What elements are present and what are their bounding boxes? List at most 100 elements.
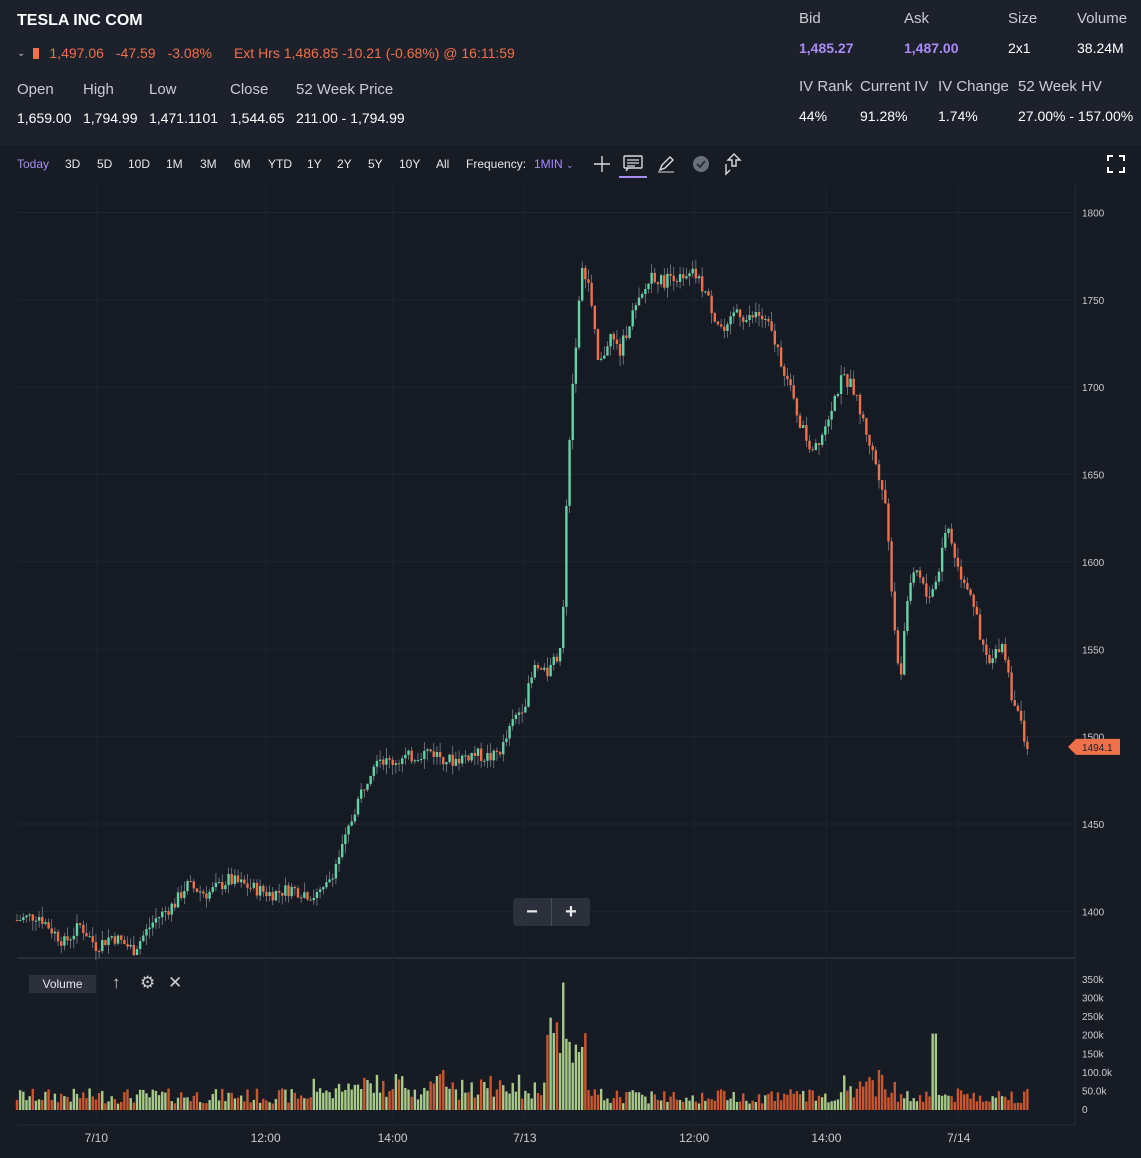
range-all[interactable]: All (436, 157, 450, 171)
range-10d[interactable]: 10D (128, 157, 151, 171)
candle-body (170, 903, 173, 915)
range-1m[interactable]: 1M (166, 157, 183, 171)
candle-body (151, 922, 154, 928)
price-change-pct: -3.08% (167, 45, 212, 61)
range-5y[interactable]: 5Y (368, 157, 383, 171)
candle-body (75, 923, 79, 936)
volume-bar (656, 1099, 660, 1110)
volume-bar (170, 1101, 173, 1110)
volume-bar (748, 1103, 751, 1110)
gear-icon[interactable]: ⚙ (140, 973, 156, 992)
volume-bar (429, 1081, 432, 1110)
candle-body (622, 335, 625, 356)
range-ytd[interactable]: YTD (268, 157, 292, 171)
candle-body (754, 312, 758, 318)
candle-body (353, 814, 357, 822)
range-10y[interactable]: 10Y (399, 157, 421, 171)
checkmark-circle-icon[interactable] (687, 150, 715, 178)
candle-body (899, 663, 903, 675)
candle-body (950, 528, 953, 544)
range-5d[interactable]: 5D (97, 157, 113, 171)
volume-bar (950, 1096, 953, 1110)
volume-tick-label: 50.0k (1082, 1086, 1107, 1097)
candle-body (590, 282, 593, 306)
volume-bar (558, 1053, 562, 1110)
volume-bar (296, 1098, 300, 1110)
range-6m[interactable]: 6M (234, 157, 251, 171)
candle-body (78, 923, 82, 925)
candle-body (546, 667, 549, 677)
volume-bar (830, 1101, 833, 1110)
range-3d[interactable]: 3D (65, 157, 81, 171)
ask-value[interactable]: 1,487.00 (904, 40, 959, 56)
volume-bar (135, 1094, 139, 1110)
quote-row: ⌄ 1,497.06 -47.59 -3.08% Ext Hrs 1,486.8… (17, 45, 527, 61)
candle-body (647, 283, 650, 290)
volume-bar (467, 1092, 470, 1110)
volume-bar (208, 1100, 211, 1110)
candle-body (612, 333, 615, 340)
candle-body (211, 887, 214, 892)
candle-body (135, 949, 139, 956)
candle-body (609, 333, 612, 347)
volume-bar (265, 1100, 268, 1110)
volume-bar (795, 1091, 799, 1110)
price-change: -47.59 (115, 45, 156, 61)
volume-bar (811, 1090, 814, 1110)
candle-body (543, 667, 546, 670)
candle-body (1004, 643, 1007, 660)
volume-bar (833, 1100, 836, 1110)
pencil-icon[interactable] (652, 150, 680, 178)
volume-bar (243, 1101, 246, 1110)
close-icon[interactable]: ✕ (168, 973, 183, 992)
candle-body (511, 719, 514, 727)
volume-bar (517, 1074, 521, 1110)
candle-body (445, 762, 448, 765)
volume-bar (691, 1095, 694, 1110)
range-2y[interactable]: 2Y (337, 157, 352, 171)
range-3m[interactable]: 3M (200, 157, 217, 171)
volume-bar (426, 1090, 429, 1110)
candle-body (110, 936, 113, 938)
candle-body (104, 940, 107, 945)
volume-bar (628, 1091, 631, 1110)
volume-bar (164, 1092, 167, 1110)
volume-bar (944, 1094, 947, 1110)
volume-bar (186, 1097, 189, 1110)
candle-body (1010, 672, 1013, 701)
candle-body (363, 789, 366, 791)
candle-body (789, 379, 792, 386)
chevron-down-icon[interactable]: ⌄ (17, 47, 26, 59)
candle-body (972, 594, 975, 607)
bid-value[interactable]: 1,485.27 (799, 40, 854, 56)
volume-bar (419, 1094, 423, 1110)
candle-body (198, 891, 202, 893)
frequency-select[interactable]: 1MIN ⌄ (534, 157, 574, 171)
volume-bar (60, 1093, 63, 1110)
fullscreen-icon[interactable] (1102, 150, 1130, 178)
candle-body (634, 305, 638, 311)
range-today[interactable]: Today (17, 157, 50, 171)
volume-bar (337, 1083, 341, 1110)
52wk-price-value: 211.00 - 1,794.99 (296, 110, 405, 126)
studies-icon[interactable] (619, 150, 647, 178)
zoom-out-button[interactable]: − (513, 898, 552, 926)
crosshair-icon[interactable] (588, 150, 616, 178)
range-1y[interactable]: 1Y (307, 157, 322, 171)
volume-bar (397, 1079, 401, 1110)
candle-body (552, 656, 555, 665)
candle-body (631, 310, 634, 327)
iv-change-label: IV Change (938, 78, 1009, 95)
arrow-up-icon[interactable]: ↑ (112, 973, 121, 992)
volume-tick-label: 200k (1082, 1031, 1105, 1042)
volume-bar (697, 1103, 701, 1110)
zoom-in-button[interactable]: + (565, 900, 577, 923)
volume-bar (814, 1100, 818, 1110)
volume-bar (404, 1087, 407, 1110)
share-icon[interactable] (719, 150, 747, 178)
compare-button[interactable]: + Compare... (33, 201, 106, 215)
volume-bar (637, 1092, 641, 1110)
volume-bar (88, 1088, 91, 1110)
candle-body (416, 759, 420, 761)
volume-bar (865, 1081, 868, 1110)
